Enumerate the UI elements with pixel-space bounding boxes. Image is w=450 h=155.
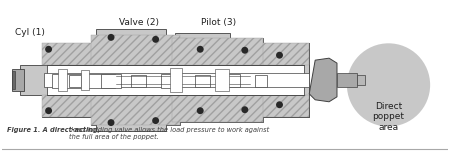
- Polygon shape: [96, 117, 166, 131]
- Polygon shape: [220, 74, 240, 87]
- Text: Cyl (1): Cyl (1): [15, 28, 45, 37]
- Polygon shape: [260, 95, 309, 117]
- Text: Pilot (3): Pilot (3): [201, 18, 236, 27]
- Circle shape: [197, 107, 204, 114]
- Circle shape: [45, 46, 52, 53]
- Polygon shape: [58, 69, 68, 91]
- Polygon shape: [260, 43, 309, 65]
- Polygon shape: [309, 58, 337, 102]
- Circle shape: [347, 43, 430, 126]
- Circle shape: [197, 46, 204, 53]
- Polygon shape: [215, 69, 229, 91]
- Polygon shape: [96, 29, 166, 43]
- Polygon shape: [12, 69, 24, 91]
- Text: Figure 1. A direct-acting,: Figure 1. A direct-acting,: [7, 126, 100, 133]
- Polygon shape: [42, 95, 141, 117]
- Circle shape: [152, 36, 159, 43]
- Polygon shape: [131, 75, 146, 87]
- Polygon shape: [337, 73, 357, 87]
- Polygon shape: [357, 75, 365, 85]
- Text: Valve (2): Valve (2): [119, 18, 159, 27]
- Polygon shape: [12, 71, 15, 89]
- Polygon shape: [47, 65, 304, 95]
- Text: Direct
poppet
area: Direct poppet area: [373, 102, 405, 131]
- Polygon shape: [91, 35, 180, 65]
- Polygon shape: [255, 75, 266, 87]
- Polygon shape: [20, 65, 48, 95]
- Polygon shape: [161, 74, 178, 88]
- Polygon shape: [91, 35, 180, 125]
- Polygon shape: [260, 43, 309, 107]
- Polygon shape: [176, 33, 230, 43]
- Circle shape: [241, 106, 248, 113]
- Polygon shape: [42, 43, 141, 65]
- Circle shape: [45, 107, 52, 114]
- Polygon shape: [172, 38, 263, 65]
- Polygon shape: [69, 75, 81, 87]
- Polygon shape: [172, 38, 263, 122]
- Polygon shape: [101, 74, 121, 88]
- Text: load-holding valve allows the load pressure to work against
the full area of the: load-holding valve allows the load press…: [69, 126, 270, 140]
- Circle shape: [276, 101, 283, 108]
- Polygon shape: [44, 73, 309, 87]
- Polygon shape: [47, 65, 304, 95]
- Polygon shape: [172, 95, 263, 122]
- Circle shape: [108, 119, 114, 126]
- Polygon shape: [171, 68, 182, 92]
- Circle shape: [152, 117, 159, 124]
- Circle shape: [241, 47, 248, 54]
- Polygon shape: [81, 70, 89, 90]
- Circle shape: [108, 34, 114, 41]
- Polygon shape: [42, 43, 309, 117]
- Polygon shape: [91, 95, 180, 125]
- Circle shape: [276, 52, 283, 59]
- Polygon shape: [195, 75, 210, 87]
- Polygon shape: [52, 74, 115, 88]
